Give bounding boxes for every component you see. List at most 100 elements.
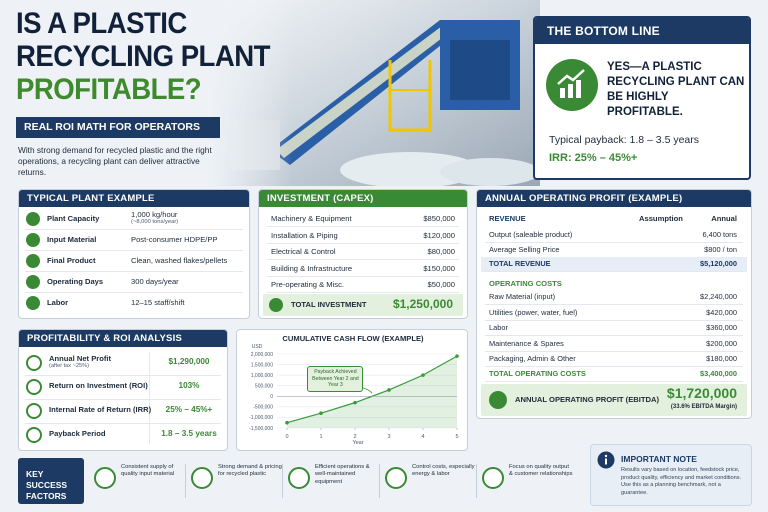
bottom-line-payback: Typical payback: 1.8 – 3.5 years: [549, 134, 699, 146]
ebitda-label: ANNUAL OPERATING PROFIT (EBITDA): [515, 395, 659, 404]
assumption-heading: Assumption: [639, 214, 683, 223]
icon: [26, 212, 40, 226]
divider: [485, 242, 743, 243]
icon: [26, 355, 42, 371]
divider: [267, 275, 459, 277]
factor-icon: [288, 467, 310, 489]
divider: [267, 259, 459, 260]
factor-text: Control costs, especially energy & labor: [412, 464, 475, 478]
ebitda-value: $1,720,000: [666, 385, 737, 401]
data-point: [285, 420, 289, 425]
roi-value: 25% – 45%+: [165, 405, 213, 414]
op-label: Raw Material (input): [489, 292, 556, 301]
y-tick-label: -1,000,000: [249, 415, 273, 421]
icon: [26, 275, 40, 289]
factor-text: Efficient operations & well-maintained e…: [315, 464, 370, 485]
x-tick-label: 5: [455, 434, 458, 440]
growth-icon: [546, 59, 598, 111]
factory-photo: [210, 0, 540, 186]
op-label: Average Selling Price: [489, 245, 560, 254]
capex-total-value: $1,250,000: [392, 297, 453, 311]
icon: [26, 403, 42, 419]
intro: With strong demand for recycled plastic …: [18, 145, 212, 177]
divider: [25, 229, 243, 230]
bottom-line-box: THE BOTTOM LINE YES—A PLASTIC RECYCLING …: [533, 16, 751, 180]
op-value: $2,240,000: [700, 292, 737, 301]
roi-panel: PROFITABILITY & ROI ANALYSIS Annual Net …: [18, 329, 228, 451]
capex-value: $50,000: [427, 280, 455, 289]
separator: [185, 464, 186, 498]
data-point: [387, 388, 391, 392]
divider: [485, 350, 743, 352]
factor-text: Focus on quality output & customer relat…: [509, 464, 573, 478]
capex-value: $80,000: [427, 247, 455, 256]
area-fill: [287, 356, 457, 428]
capex-label: Building & Infrastructure: [271, 263, 353, 273]
y-tick-label: 2,000,000: [251, 352, 273, 358]
divider: [25, 292, 243, 293]
row-value: Post-consumer HDPE/PP: [131, 235, 218, 244]
separator: [476, 464, 477, 498]
op-value: $360,000: [706, 323, 737, 332]
y-tick-label: 1,000,000: [251, 373, 273, 379]
cash-flow-chart: CUMULATIVE CASH FLOW (EXAMPLE) USD -1,500,…: [249, 334, 459, 446]
data-point: [319, 411, 323, 415]
row-value: Clean, washed flakes/pellets: [131, 256, 228, 265]
factor-text: Strong demand & pricing for recycled pla…: [218, 464, 282, 478]
divider: [485, 366, 743, 367]
factor-icon: [482, 467, 504, 489]
x-tick-label: 3: [387, 434, 390, 440]
operating-profit-title: ANNUAL OPERATING PROFIT (EXAMPLE): [477, 190, 751, 207]
op-label: Output (saleable product): [489, 230, 573, 239]
capex-title: INVESTMENT (CAPEX): [259, 190, 467, 207]
success-factors-title: KEY SUCCESS FACTORS: [18, 458, 84, 504]
costs-heading: OPERATING COSTS: [489, 279, 562, 288]
roi-value: 103%: [178, 381, 200, 390]
divider: [267, 292, 459, 293]
note-text: Results vary based on location, feedstoc…: [621, 467, 742, 496]
op-label: Utilities (power, water, fuel): [489, 307, 578, 317]
x-tick-label: 2: [353, 434, 356, 440]
icon: [26, 427, 42, 443]
capex-value: $150,000: [423, 263, 455, 273]
ebitda-margin: (33.6% EBITDA Margin): [670, 404, 737, 410]
data-point: [353, 400, 357, 405]
bottom-line-headline: YES—A PLASTIC RECYCLING PLANT CAN BE HIG…: [607, 61, 745, 118]
row-label: Operating Days: [47, 277, 104, 286]
op-value: $5,120,000: [700, 259, 737, 268]
roi-label: Payback Period: [49, 429, 106, 438]
divider: [25, 375, 221, 376]
success-factors: KEY SUCCESS FACTORS Consistent supply of…: [18, 458, 578, 506]
factor-icon: [191, 467, 213, 489]
divider: [485, 271, 743, 272]
op-value: $420,000: [706, 307, 737, 317]
y-axis-label: USD: [252, 344, 263, 350]
data-point: [421, 373, 425, 377]
row-label: Labor: [47, 298, 69, 307]
row-label: Input Material: [47, 235, 97, 244]
op-label: Maintenance & Spares: [489, 338, 564, 348]
capex-total-label: TOTAL INVESTMENT: [291, 300, 367, 309]
divider: [485, 381, 743, 382]
separator: [282, 464, 283, 498]
capex-label: Electrical & Control: [271, 247, 336, 256]
operating-profit-panel: ANNUAL OPERATING PROFIT (EXAMPLE) REVENU…: [476, 189, 752, 419]
data-point: [455, 354, 459, 358]
total-revenue-band: [481, 257, 747, 272]
factor-text: Consistent supply of quality input mater…: [121, 464, 175, 478]
icon: [26, 233, 40, 247]
capex-value: $120,000: [423, 230, 455, 240]
title-line: RECYCLING PLANT: [16, 40, 270, 73]
op-label: TOTAL OPERATING COSTS: [489, 369, 586, 378]
roi-label: Annual Net Profit: [49, 354, 112, 363]
cash-flow-panel: CUMULATIVE CASH FLOW (EXAMPLE) USD -1,500,…: [236, 329, 468, 451]
op-value: $3,400,000: [700, 369, 737, 378]
divider: [485, 319, 743, 321]
bottom-line-irr: IRR: 25% – 45%+: [549, 152, 638, 164]
divider: [25, 423, 221, 424]
x-axis-label: Year: [352, 440, 363, 446]
op-label: TOTAL REVENUE: [489, 259, 551, 268]
note-box: IMPORTANT NOTE Results vary based on loc…: [590, 444, 752, 506]
x-tick-label: 1: [319, 434, 322, 440]
